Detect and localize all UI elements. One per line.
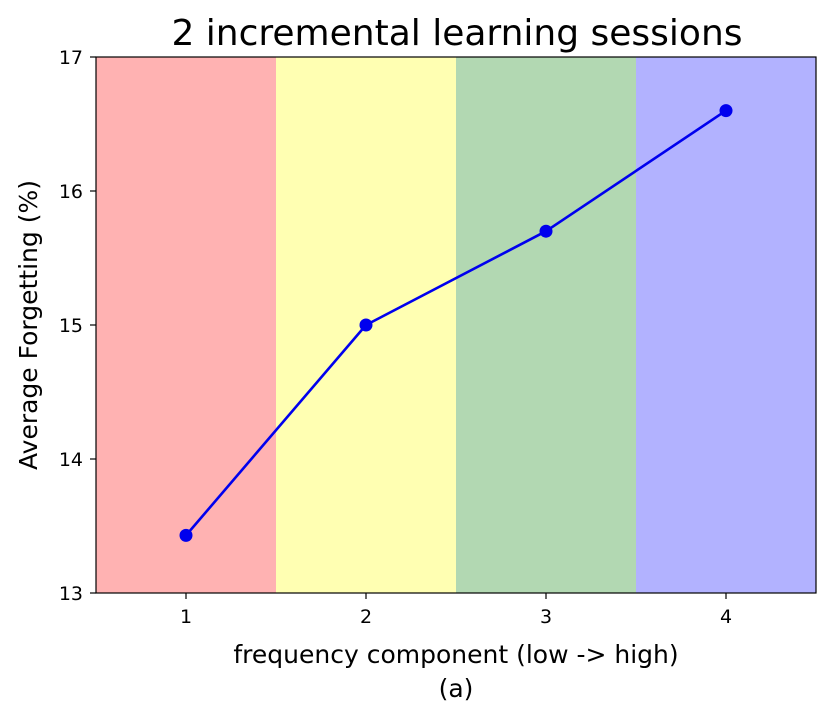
band-1 (96, 57, 276, 593)
x-tick-label: 1 (180, 606, 192, 628)
x-tick-label: 2 (360, 606, 372, 628)
data-points (179, 104, 733, 542)
series-line-group (185, 109, 727, 537)
y-tick-label: 14 (59, 449, 83, 471)
x-tick-label: 3 (540, 606, 552, 628)
y-axis-title: Average Forgetting (%) (14, 180, 43, 470)
data-point-2 (359, 318, 373, 332)
y-tick-label: 13 (59, 583, 83, 605)
x-axis-title: frequency component (low -> high) (233, 640, 678, 669)
chart-title: 2 incremental learning sessions (171, 13, 742, 54)
band-4 (636, 57, 816, 593)
band-3 (456, 57, 636, 593)
y-tick-label: 16 (59, 181, 83, 203)
y-axis-ticks: 13 14 15 16 17 (59, 47, 96, 605)
data-point-3 (539, 224, 553, 238)
series-line (185, 109, 727, 537)
x-tick-label: 4 (720, 606, 732, 628)
data-point-1 (179, 528, 193, 542)
y-tick-label: 15 (59, 315, 83, 337)
y-tick-label: 17 (59, 47, 83, 69)
data-point-4 (719, 104, 733, 118)
x-axis-ticks: 1 2 3 4 (180, 593, 732, 628)
chart-caption: (a) (439, 674, 474, 703)
